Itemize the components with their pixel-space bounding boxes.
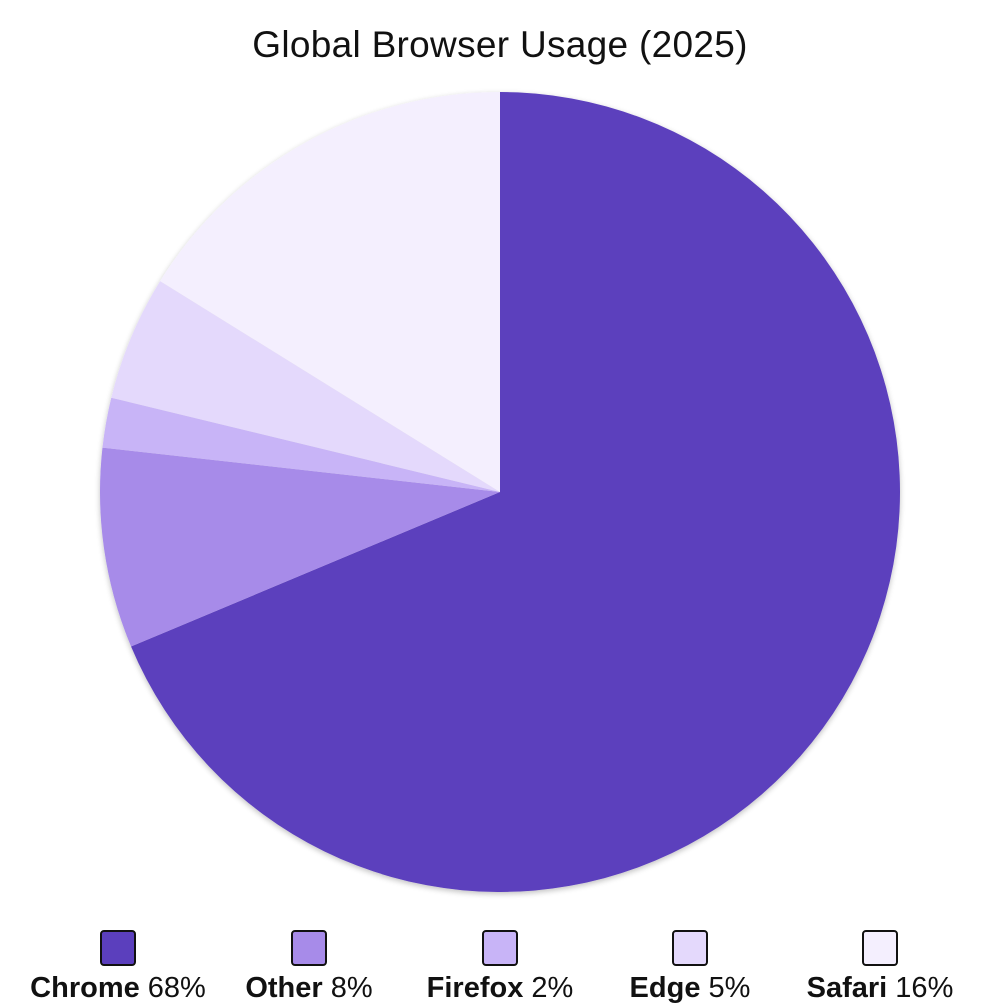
legend-swatch: [100, 930, 136, 966]
legend-label: Safari 16%: [770, 972, 990, 1005]
legend-item-safari: Safari 16%: [770, 928, 990, 1005]
legend-series-name: Firefox: [426, 972, 524, 1004]
legend-series-value: 5%: [700, 972, 751, 1004]
legend-item-chrome: Chrome 68%: [8, 928, 228, 1005]
pie-slice-chrome: [131, 92, 900, 892]
pie-slice-safari: [160, 92, 500, 492]
legend-label: Chrome 68%: [8, 972, 228, 1005]
legend-series-value: 68%: [139, 972, 206, 1004]
legend-label: Edge 5%: [580, 972, 800, 1005]
legend-item-other: Other 8%: [199, 928, 419, 1005]
pie-chart: [99, 92, 900, 892]
chart-title: Global Browser Usage (2025): [252, 24, 748, 65]
legend-swatch: [862, 930, 898, 966]
legend-series-name: Safari: [806, 972, 888, 1004]
legend-swatch: [672, 930, 708, 966]
legend-label: Other 8%: [199, 972, 419, 1005]
legend-series-name: Chrome: [30, 972, 140, 1004]
legend-series-value: 2%: [523, 972, 574, 1004]
legend-series-name: Other: [245, 972, 323, 1004]
legend-series-value: 16%: [887, 972, 954, 1004]
legend-item-firefox: Firefox 2%: [390, 928, 610, 1005]
legend-swatch: [291, 930, 327, 966]
chart-legend: Chrome 68% Other 8% Firefox 2% Edge 5% Safar…: [0, 928, 1000, 1008]
pie-slice-edge: [111, 281, 500, 492]
legend-swatch: [482, 930, 518, 966]
pie-slice-firefox: [102, 397, 501, 492]
legend-series-value: 8%: [322, 972, 373, 1004]
legend-label: Firefox 2%: [390, 972, 610, 1005]
legend-series-name: Edge: [629, 972, 701, 1004]
pie-slices: [99, 92, 900, 892]
legend-item-edge: Edge 5%: [580, 928, 800, 1005]
pie-slice-other: [99, 447, 500, 647]
